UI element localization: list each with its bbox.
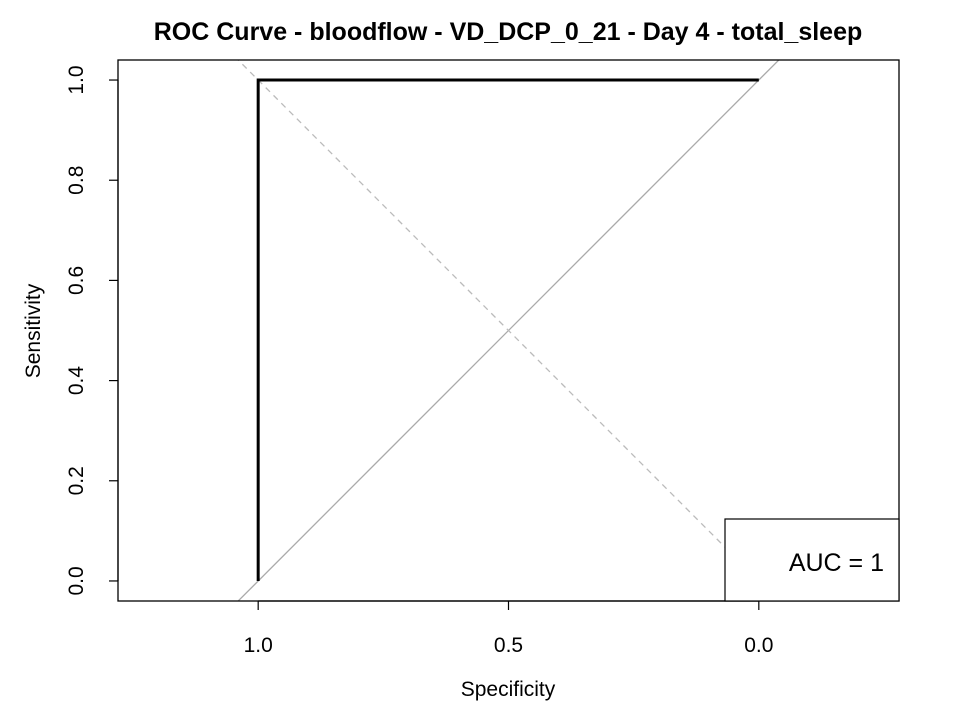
legend-box — [724, 518, 900, 602]
y-tick-label: 0.6 — [65, 266, 88, 295]
x-tick-label: 0.0 — [744, 634, 773, 657]
y-tick-label: 0.2 — [65, 466, 88, 495]
roc-curve-line — [256, 78, 759, 581]
y-axis-label: Sensitivity — [22, 283, 45, 378]
x-axis: 1.0 0.5 0.0 — [244, 600, 773, 657]
x-axis-label: Specificity — [461, 678, 556, 701]
chart-title: ROC Curve - bloodflow - VD_DCP_0_21 - Da… — [154, 18, 863, 46]
x-tick-label: 1.0 — [244, 634, 273, 657]
legend: AUC = 1 — [724, 518, 900, 602]
reference-line-diagonal-dashed — [237, 60, 780, 601]
y-tick-label: 0.4 — [65, 366, 88, 396]
x-tick-label: 0.5 — [494, 634, 523, 657]
reference-lines — [237, 60, 780, 601]
series-layer — [256, 78, 759, 581]
legend-auc-text: AUC = 1 — [789, 549, 884, 577]
y-tick-label: 0.0 — [65, 566, 88, 595]
y-axis: 0.0 0.2 0.4 0.6 0.8 1.0 — [65, 65, 119, 596]
reference-line-diagonal-solid — [237, 60, 780, 601]
y-tick-label: 0.8 — [65, 166, 88, 195]
y-tick-label: 1.0 — [65, 65, 88, 94]
